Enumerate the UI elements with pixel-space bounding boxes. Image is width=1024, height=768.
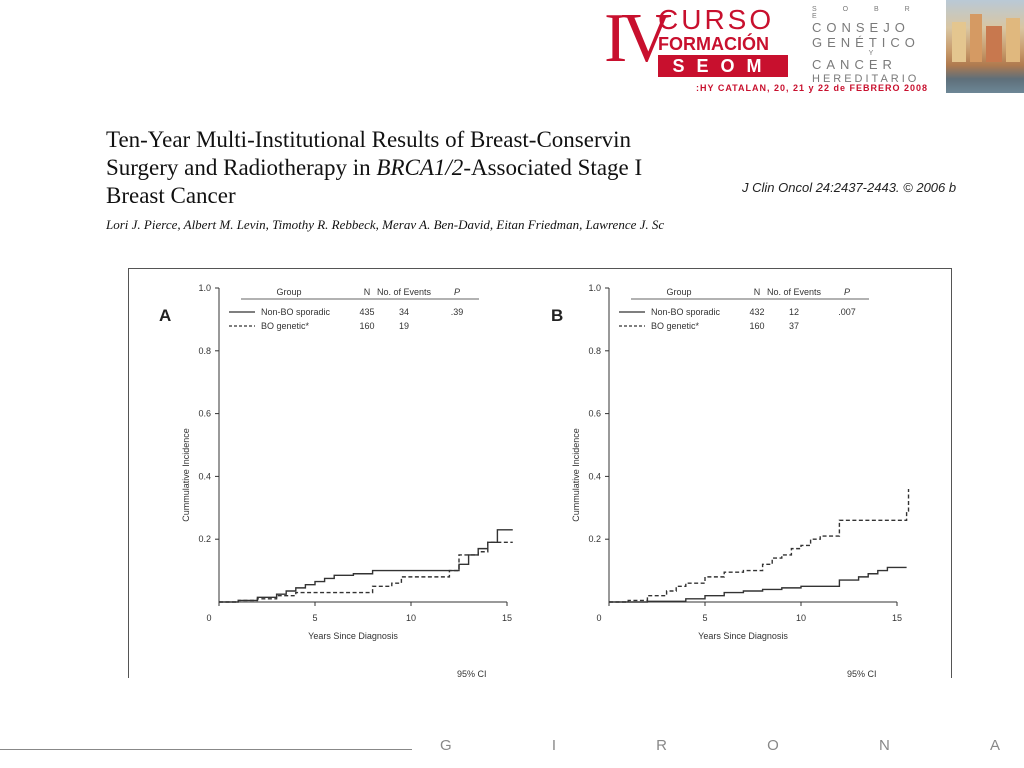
legend-events: 37 <box>789 321 799 331</box>
x-tick-label: 10 <box>406 613 416 623</box>
y-tick-label: 0.6 <box>198 409 211 419</box>
x-tick-label: 5 <box>312 613 317 623</box>
paper-title: Ten-Year Multi-Institutional Results of … <box>106 126 702 236</box>
consejo-logo: S O B R E CONSEJO GENÉTICO Y CANCER HERE… <box>812 6 942 87</box>
legend-label: Non-BO sporadic <box>651 307 721 317</box>
series-line-solid <box>219 529 513 603</box>
legend-n: 435 <box>359 307 374 317</box>
footer-letter: I <box>551 737 556 754</box>
x-tick-label: 10 <box>796 613 806 623</box>
y-axis-label: Cummulative Incidence <box>571 428 581 522</box>
legend-header: N <box>364 287 371 297</box>
consejo-line3: CANCER <box>812 57 897 72</box>
legend-header: P <box>844 287 850 297</box>
series-line-dashed <box>609 488 910 603</box>
y-tick-label: 0.2 <box>588 534 601 544</box>
logo-seom: SEOM <box>658 55 788 77</box>
series-line-dashed <box>219 541 513 603</box>
legend-p: .007 <box>838 307 856 317</box>
consejo-line4: HEREDITARIO <box>812 73 920 85</box>
legend-events: 19 <box>399 321 409 331</box>
consejo-sobre: S O B R E <box>812 6 922 20</box>
km-figure: A 0.2 0.4 0.6 0.8 1.0 0 5 10 15 Years Since Diagno… <box>159 283 910 678</box>
legend-label: BO genetic* <box>261 321 310 331</box>
figure-frame: A 0.2 0.4 0.6 0.8 1.0 0 5 10 15 Years Since Diagno… <box>128 268 952 678</box>
legend-n: 432 <box>749 307 764 317</box>
legend-header: No. of Events <box>377 287 432 297</box>
ci-footnote: 95% CI <box>847 669 877 678</box>
panel-letter: A <box>159 306 171 325</box>
legend-p: .39 <box>451 307 464 317</box>
y-tick-label: 0.2 <box>198 534 211 544</box>
legend-label: Non-BO sporadic <box>261 307 331 317</box>
footer-letter: N <box>878 737 890 754</box>
footer-letter: R <box>656 737 667 754</box>
footer-letter: G <box>440 737 452 754</box>
x-tick-label: 15 <box>892 613 902 623</box>
x-tick-label: 5 <box>702 613 707 623</box>
y-tick-label: 0.4 <box>198 471 211 481</box>
y-tick-label: 0.8 <box>198 346 211 356</box>
footer-rule <box>0 749 412 750</box>
consejo-line1: CONSEJO <box>812 20 910 35</box>
y-tick-label: 0.8 <box>588 346 601 356</box>
consejo-y: Y <box>868 50 886 57</box>
journal-citation: J Clin Oncol 24:2437-2443. © 2006 b <box>742 180 957 195</box>
legend-label: BO genetic* <box>651 321 700 331</box>
x-tick-label: 0 <box>596 613 601 623</box>
footer-girona: G I R O N A <box>440 737 1000 754</box>
legend-header: N <box>754 287 761 297</box>
course-dates: :HY CATALAN, 20, 21 y 22 de FEBRERO 2008 <box>696 83 929 93</box>
girona-photo <box>946 0 1024 93</box>
legend-n: 160 <box>359 321 374 331</box>
footer-letter: O <box>767 737 779 754</box>
legend-n: 160 <box>749 321 764 331</box>
y-tick-label: 1.0 <box>198 283 211 293</box>
legend-header: Group <box>276 287 301 297</box>
paper-title-line2: Surgery and Radiotherapy in BRCA1/2-Asso… <box>106 155 643 180</box>
logo-formacion: FORMACIÓN <box>658 34 769 54</box>
x-tick-label: 15 <box>502 613 512 623</box>
paper-title-line3: Breast Cancer <box>106 183 236 208</box>
legend-header: P <box>454 287 460 297</box>
legend-events: 12 <box>789 307 799 317</box>
legend-header: Group <box>666 287 691 297</box>
footer-letter: A <box>989 737 1000 754</box>
y-axis-label: Cummulative Incidence <box>181 428 191 522</box>
panel-letter: B <box>551 306 563 325</box>
x-axis-label: Years Since Diagnosis <box>698 631 788 641</box>
logo-curso: CURSO <box>658 4 775 35</box>
paper-authors: Lori J. Pierce, Albert M. Levin, Timothy… <box>106 217 665 232</box>
series-line-solid <box>609 566 907 603</box>
y-tick-label: 1.0 <box>588 283 601 293</box>
x-axis-label: Years Since Diagnosis <box>308 631 398 641</box>
legend-header: No. of Events <box>767 287 822 297</box>
paper-title-line1: Ten-Year Multi-Institutional Results of … <box>106 127 631 152</box>
logo-numeral: IV <box>604 0 672 77</box>
x-tick-label: 0 <box>206 613 211 623</box>
consejo-line2: GENÉTICO <box>812 35 920 50</box>
ci-footnote: 95% CI <box>457 669 487 678</box>
legend-events: 34 <box>399 307 409 317</box>
y-tick-label: 0.6 <box>588 409 601 419</box>
y-tick-label: 0.4 <box>588 471 601 481</box>
